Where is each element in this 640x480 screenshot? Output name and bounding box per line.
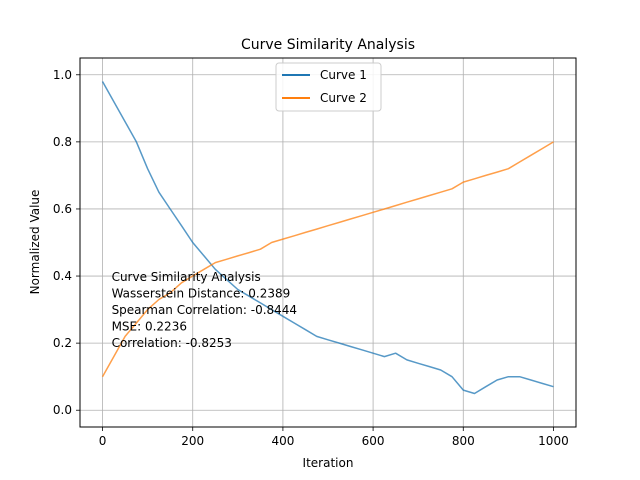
series-line-curve-1 — [101, 81, 554, 395]
y-tick-label: 0.0 — [53, 403, 72, 417]
legend-label-curve-1: Curve 1 — [320, 68, 367, 82]
stats-annotation: Curve Similarity Analysis Wasserstein Dis… — [112, 270, 298, 350]
plot-frame — [79, 57, 577, 428]
x-axis-label: Iteration — [303, 456, 354, 470]
annotation-line: Spearman Correlation: -0.8444 — [112, 303, 298, 317]
y-tick-label: 0.8 — [53, 135, 72, 149]
y-tick-label: 0.4 — [53, 269, 72, 283]
x-tick-label: 200 — [181, 434, 204, 448]
annotation-line: Curve Similarity Analysis — [112, 270, 261, 284]
y-ticks: 0.0 0.2 0.4 0.6 0.8 1.0 — [53, 68, 80, 417]
x-tick-label: 400 — [271, 434, 294, 448]
y-tick-label: 0.6 — [53, 202, 72, 216]
chart-title: Curve Similarity Analysis — [241, 37, 415, 53]
y-axis-label: Normalized Value — [28, 190, 42, 295]
legend: Curve 1 Curve 2 — [275, 62, 382, 112]
series-line-curve-2 — [101, 141, 554, 378]
annotation-line: Wasserstein Distance: 0.2389 — [112, 287, 291, 301]
y-tick-label: 1.0 — [53, 68, 72, 82]
x-tick-label: 0 — [99, 434, 107, 448]
x-ticks: 0 200 400 600 800 1000 — [99, 427, 569, 448]
x-tick-label: 800 — [452, 434, 475, 448]
x-tick-label: 600 — [362, 434, 385, 448]
y-tick-label: 0.2 — [53, 336, 72, 350]
series-layer — [101, 81, 554, 395]
x-tick-label: 1000 — [538, 434, 569, 448]
annotation-line: MSE: 0.2236 — [112, 320, 187, 334]
legend-label-curve-2: Curve 2 — [320, 91, 367, 105]
annotation-line: Correlation: -0.8253 — [112, 336, 232, 350]
